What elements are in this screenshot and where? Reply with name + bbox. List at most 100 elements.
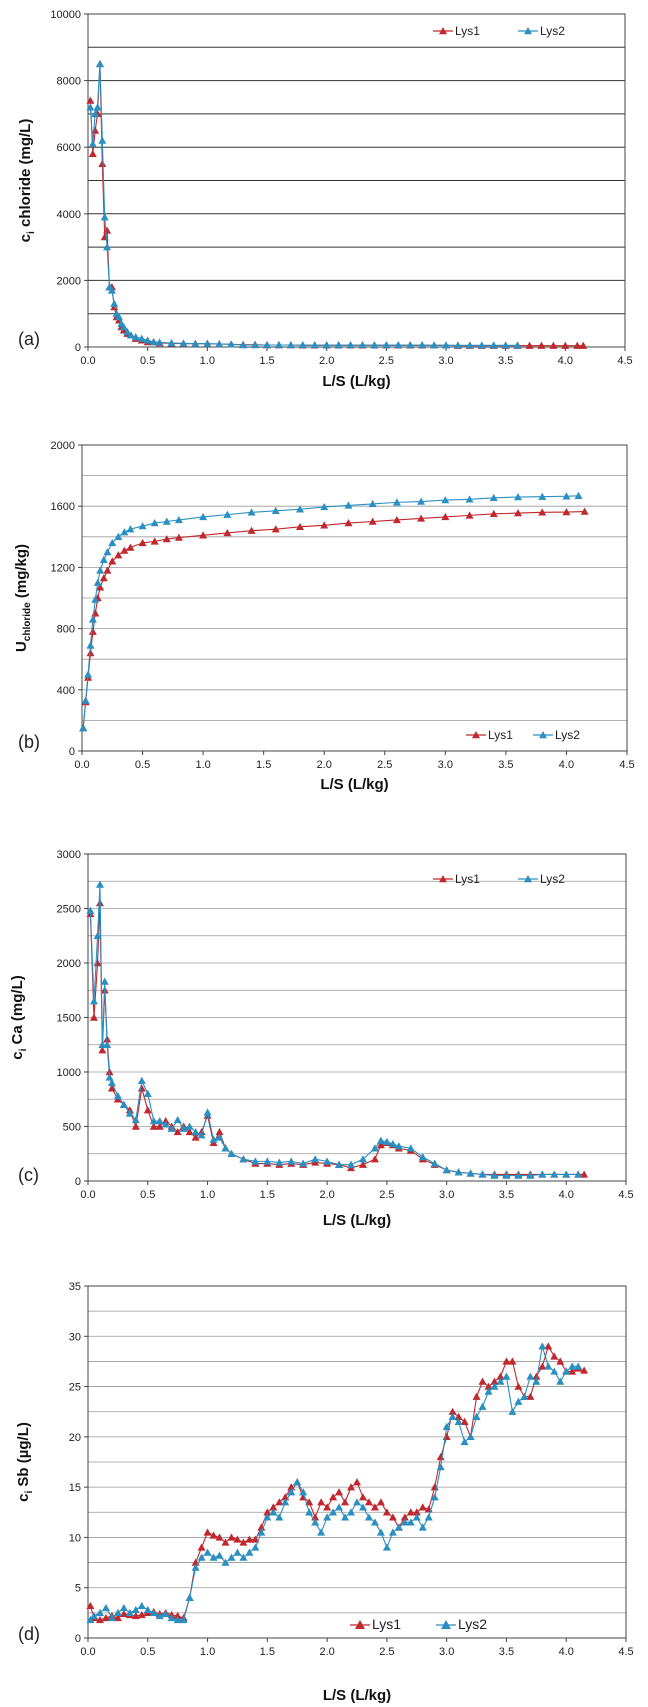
y-axis-title: ci Ca (mg/L) [9,975,29,1059]
data-point-marker [89,1611,98,1620]
data-point-marker [239,1155,248,1163]
data-point-marker [215,1127,224,1136]
data-point-marker [239,1553,248,1561]
data-point-marker [137,1610,146,1619]
data-point-marker [98,1046,107,1054]
legend: Lys1 Lys2 [350,1616,487,1632]
data-point-marker [538,508,547,516]
data-point-marker [574,1362,583,1370]
data-point-marker [317,1528,326,1536]
panel-label: (a) [18,329,40,349]
data-point-marker [562,1367,571,1375]
data-point-marker [370,1155,379,1163]
data-point-marker [508,1407,517,1415]
x-tick-label: 4.5 [617,355,632,367]
data-point-marker [335,1503,344,1511]
chart-panel-1: 0 2000 4000 6000 8000 10000 0.0 0.5 1.0 1.5 2.0 2.5… [17,9,633,390]
data-point-marker [197,1131,206,1139]
data-point-marker [441,496,450,504]
data-point-marker [296,505,304,513]
data-point-marker [173,1127,182,1136]
data-point-marker [417,514,426,522]
data-point-marker [88,149,97,158]
x-tick-label: 1.0 [200,1646,215,1658]
x-tick-label: 3.5 [498,355,513,367]
y-tick-label: 10000 [50,9,81,21]
data-point-marker [580,1366,589,1374]
data-point-marker [131,1115,140,1124]
data-point-marker [174,533,183,541]
data-point-marker [215,1533,224,1541]
data-point-marker [556,1377,565,1385]
y-tick-label: 2000 [57,275,81,287]
y-tick-label: 800 [57,624,75,636]
data-point-marker [95,1608,104,1617]
data-point-marker [108,557,117,565]
data-point-marker [209,1135,218,1143]
data-point-marker [400,1518,409,1526]
data-point-marker [149,1122,158,1130]
data-point-marker [382,341,391,349]
data-point-marker [271,506,280,514]
data-point-marker [538,1342,547,1350]
data-point-marker [99,574,108,582]
x-tick-label: 3.0 [439,1646,454,1658]
legend-label: Lys2 [540,24,565,38]
data-point-marker [131,1611,140,1620]
data-point-marker [149,1608,158,1617]
data-point-marker [113,1608,122,1617]
data-point-marker [150,537,159,545]
data-point-marker [412,1513,421,1521]
data-point-marker [299,1159,308,1167]
data-point-marker [138,538,147,547]
data-point-marker [126,331,135,339]
x-tick-label: 4.0 [559,759,574,771]
x-axis-title: L/S (L/kg) [320,776,388,793]
y-axis-title-rest: chloride (mg/L) [17,119,34,232]
data-point-marker [107,1613,116,1622]
data-point-marker [203,1108,212,1116]
y-tick-label: 500 [63,1122,81,1134]
data-point-marker [101,1603,110,1612]
data-point-marker [114,532,123,540]
data-point-marker [388,1139,397,1148]
legend-marker [524,27,532,35]
y-tick-label: 3000 [57,849,81,861]
data-point-marker [179,1124,188,1132]
data-point-marker [269,1503,278,1511]
data-point-marker [508,1357,517,1365]
x-tick-label: 4.0 [559,1646,574,1658]
data-point-marker [91,609,100,617]
data-point-marker [95,59,104,68]
data-point-marker [538,1170,547,1178]
series-lys2 [86,1342,583,1624]
x-tick-label: 0.0 [74,759,89,771]
plot-area [81,444,628,752]
data-point-marker [358,341,367,349]
y-tick-label: 25 [69,1382,81,1394]
y-axis-title-main: U [13,641,30,652]
data-point-marker [221,1558,230,1566]
y-tick-label: 2500 [57,904,81,916]
data-point-marker [544,1342,553,1350]
data-point-marker [84,670,93,678]
data-point-marker [110,299,119,307]
data-point-marker [448,1412,457,1420]
x-tick-label: 4.5 [618,1189,633,1201]
data-point-marker [496,1372,505,1380]
legend-marker [439,27,447,35]
data-point-marker [526,1392,535,1400]
data-point-marker [296,522,304,531]
legend: Lys1 Lys2 [433,872,565,886]
x-tick-label: 3.0 [439,1189,454,1201]
data-point-marker [579,341,588,349]
data-point-marker [382,1137,391,1145]
data-point-marker [96,566,105,574]
data-point-marker [155,1122,164,1130]
legend-marker [439,875,447,883]
data-point-marker [138,522,147,530]
data-point-marker [335,1160,344,1168]
data-point-marker [574,491,583,499]
x-tick-label: 2.5 [379,355,394,367]
y-tick-label: 1000 [57,1067,81,1079]
